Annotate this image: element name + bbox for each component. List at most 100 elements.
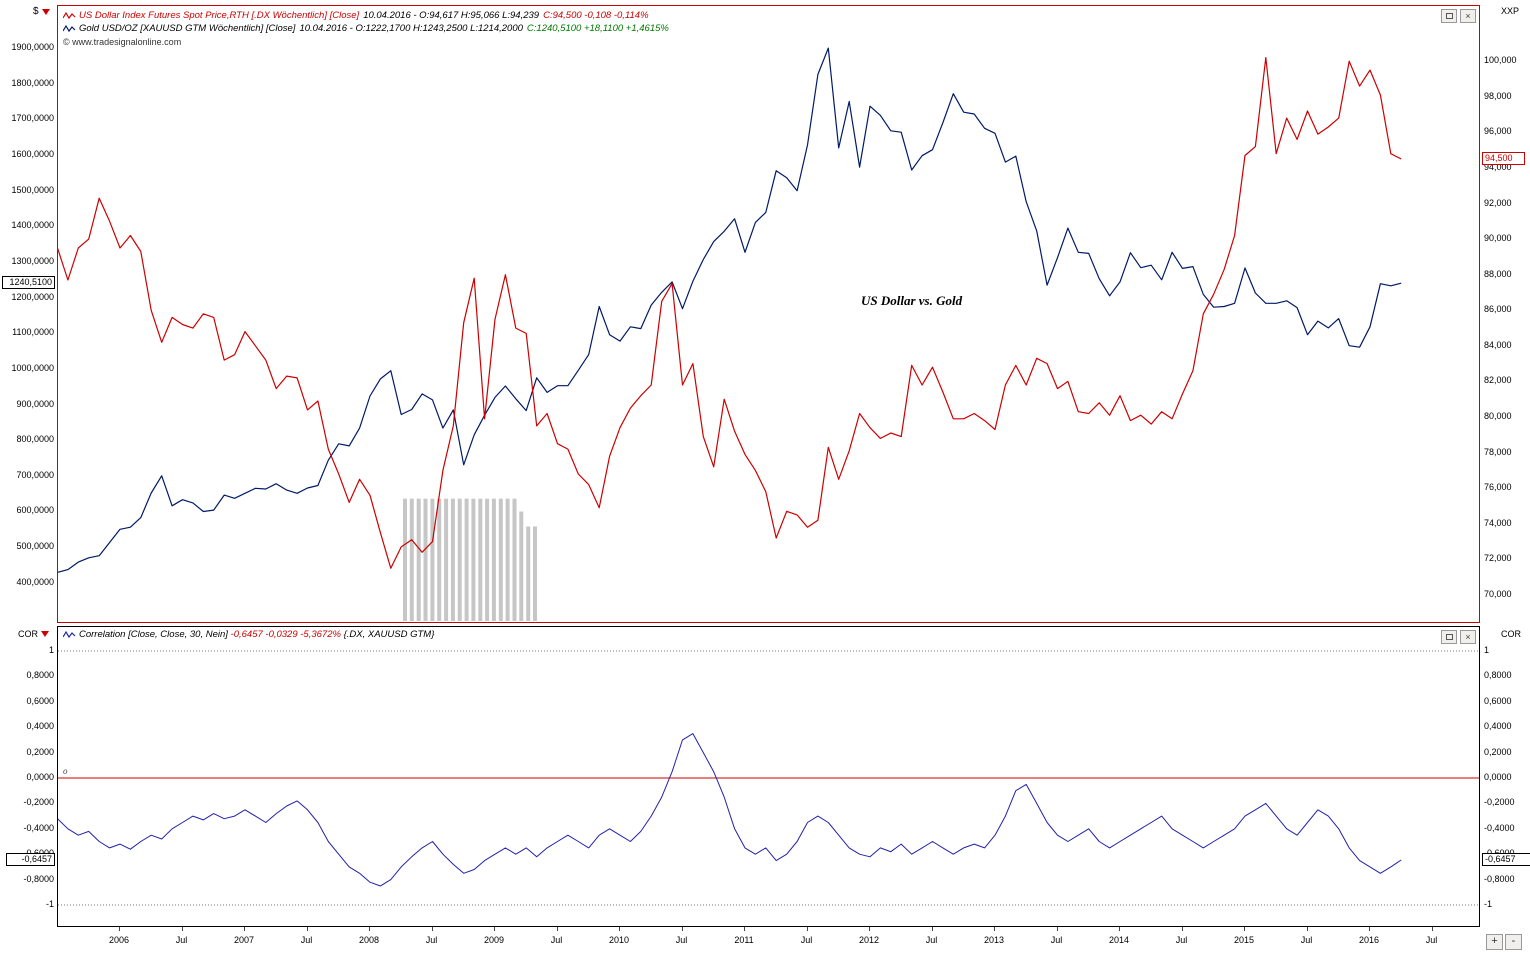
axis-tick-label: 0,8000 [26,670,54,681]
time-axis-label: 2013 [983,935,1005,945]
axis-tick-label: 0,6000 [26,695,54,706]
time-axis-tick [1244,927,1245,931]
axis-tick-label: 1800,0000 [11,77,54,88]
time-axis-tick [306,927,308,931]
axis-tick-label: -0,2000 [23,797,54,808]
time-axis-label: 2014 [1108,935,1130,945]
highlight-bar [478,498,483,621]
time-axis-tick [1056,927,1058,931]
axis-tick-label: 80,000 [1484,411,1512,422]
left-axis-symbol: $ [33,6,39,17]
dx-legend-ohlc: 10.04.2016 - O:94,617 H:95,066 L:94,239 [363,10,540,21]
gold-legend-close: C:1240,5100 +18,1100 +1,4615% [526,23,669,34]
axis-tick-label: 0,2000 [26,746,54,757]
axis-tick-label: -0,8000 [23,873,54,884]
axis-tick-label: 1100,0000 [12,327,54,338]
time-axis-label: Jul [425,935,438,945]
axis-tick-label: 0,4000 [26,721,54,732]
time-axis-tick [806,927,808,931]
time-axis-label: Jul [1425,935,1438,945]
dx-legend-title: US Dollar Index Futures Spot Price,RTH [… [79,10,360,21]
axis-tick-label: 82,000 [1484,375,1512,386]
gold-legend-ohlc: 10.04.2016 - O:1222,1700 H:1243,2500 L:1… [299,23,523,34]
dx-series-icon [63,11,76,20]
axis-tick-label: 96,000 [1484,126,1512,137]
axis-tick-label: 86,000 [1484,304,1512,315]
time-axis-tick [556,927,558,931]
price-plot-area[interactable] [58,6,1479,622]
correlation-legend-title: Correlation [Close, Close, 30, Nein] [79,629,228,640]
time-axis-tick [369,927,370,931]
dx-close-price-marker: 94,500 [1482,152,1525,166]
right-price-axis[interactable]: XXP 94,500 COR -0,6457 100,000 98,000 96,0… [1481,0,1530,958]
highlight-bar [491,498,496,621]
zoom-in-button[interactable]: + [1486,934,1503,950]
axis-tick-label: 72,000 [1484,553,1512,564]
time-axis-label: 2012 [858,935,880,945]
correlation-right-symbol: COR [1501,629,1521,639]
right-axis-scale-selector[interactable]: XXP [1501,6,1519,16]
axis-tick-label: 98,000 [1484,90,1512,101]
time-axis[interactable]: 2006 Jul 2007 Jul 2008 Jul 2009 Jul 2010 Jul 2011 J… [57,927,1480,958]
legend-row-correlation[interactable]: Correlation [Close, Close, 30, Nein] -0,… [63,629,434,640]
correlation-line [58,733,1402,887]
chevron-down-icon[interactable] [41,8,50,15]
zoom-out-button[interactable]: - [1505,934,1522,950]
time-axis-label: Jul [675,935,688,945]
close-window-button[interactable]: × [1460,9,1476,23]
left-axis-scale-selector[interactable]: $ [33,6,50,17]
time-axis-tick [431,927,433,931]
axis-tick-label: 400,0000 [16,576,54,587]
axis-tick-label: 1000,0000 [11,362,54,373]
correlation-axis-selector[interactable]: COR [18,629,49,639]
time-axis-tick [681,927,683,931]
axis-tick-label: 700,0000 [16,469,54,480]
copyright-text: © www.tradesignalonline.com [63,36,182,47]
highlight-bar [403,498,407,621]
correlation-plot-area[interactable] [58,627,1479,926]
axis-tick-label: 0,0000 [26,772,54,783]
time-axis-label: Jul [175,935,188,945]
left-price-axis[interactable]: $ 1240,5100 COR -0,6457 1900,0000 1800,00… [0,0,57,958]
highlight-bar [450,498,455,621]
time-axis-label: 2008 [358,935,380,945]
axis-tick-label: -0,4000 [23,822,54,833]
time-axis-tick [619,927,620,931]
axis-tick-label: 84,000 [1484,339,1512,350]
restore-icon [1445,634,1453,640]
restore-window-button[interactable] [1441,9,1457,23]
close-icon: × [1465,10,1471,21]
time-axis-label: 2009 [483,935,505,945]
time-axis-tick [1181,927,1183,931]
axis-tick-label: -0,8000 [1484,873,1515,884]
time-axis-label: 2010 [608,935,630,945]
axis-tick-label: 500,0000 [16,541,54,552]
restore-icon [1445,13,1453,19]
main-panel-window-buttons: × [1441,9,1476,23]
correlation-value-marker-left: -0,6457 [6,853,55,867]
highlight-bar [505,498,510,621]
axis-tick-label: 70,000 [1484,588,1512,599]
restore-window-button[interactable] [1441,630,1457,644]
legend-row-dx[interactable]: US Dollar Index Futures Spot Price,RTH [… [63,9,673,22]
highlight-bar [444,498,449,621]
highlight-bar [423,498,428,621]
axis-tick-label: 1500,0000 [11,184,54,195]
chevron-down-icon[interactable] [41,631,49,637]
highlight-bar [437,498,442,621]
legend-row-gold[interactable]: Gold USD/OZ [XAUUSD GTM Wöchentlich] [Cl… [63,22,673,35]
time-axis-label: 2007 [233,935,255,945]
axis-tick-label: 1300,0000 [11,255,54,266]
close-window-button[interactable]: × [1460,630,1476,644]
correlation-panel: Correlation [Close, Close, 30, Nein] -0,… [57,626,1480,927]
highlight-bar [526,526,531,621]
time-axis-tick [744,927,745,931]
correlation-axis-right[interactable]: COR [1501,629,1521,639]
axis-tick-label: 0,6000 [1484,695,1512,706]
axis-tick-label: 1600,0000 [11,149,54,159]
axis-tick-label: 94,000 [1484,161,1512,172]
chart-legend: US Dollar Index Futures Spot Price,RTH [… [63,9,673,48]
chart-annotation-text[interactable]: US Dollar vs. Gold [861,293,963,308]
time-axis-tick [931,927,933,931]
